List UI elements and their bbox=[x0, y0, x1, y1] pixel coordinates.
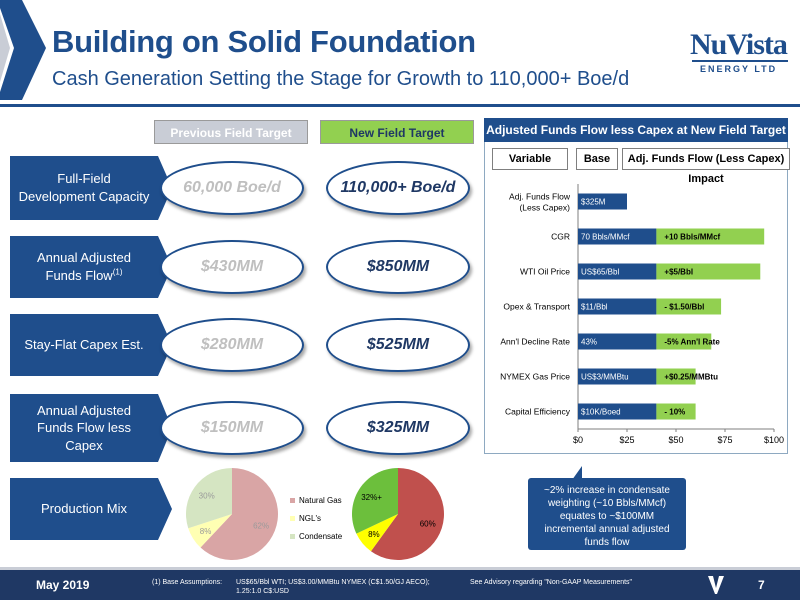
category-label: Ann'l Decline Rate bbox=[500, 337, 570, 347]
previous-value-oval: $430MM bbox=[160, 240, 304, 294]
pie-slice-label: 60% bbox=[420, 520, 436, 529]
bar-label: 43% bbox=[581, 338, 597, 347]
pie-slice bbox=[356, 514, 398, 552]
previous-value-oval: 60,000 Boe/d bbox=[160, 161, 304, 215]
legend-swatch bbox=[290, 516, 295, 521]
legend-item: Natural Gas bbox=[290, 492, 342, 510]
x-tick-label: $75 bbox=[717, 435, 732, 445]
bar bbox=[656, 403, 696, 420]
bar bbox=[578, 333, 657, 350]
page-subtitle: Cash Generation Setting the Stage for Gr… bbox=[52, 68, 630, 90]
row-label-full-field-capacity: Full-Field Development Capacity bbox=[10, 156, 172, 220]
new-value-oval: 110,000+ Boe/d bbox=[326, 161, 470, 215]
sensitivity-title: Adjusted Funds Flow less Capex at New Fi… bbox=[484, 118, 788, 142]
row-label-stay-flat-capex: Stay-Flat Capex Est. bbox=[10, 314, 172, 376]
row-label-annual-funds-flow: Annual Adjusted Funds Flow(1) bbox=[10, 236, 172, 298]
row-label-production-mix: Production Mix bbox=[10, 478, 172, 540]
legend-swatch bbox=[290, 534, 295, 539]
category-label: NYMEX Gas Price bbox=[500, 372, 570, 382]
bar-label: +$0.25/MMBtu bbox=[664, 373, 718, 382]
bar-label: - $1.50/Bbl bbox=[664, 303, 704, 312]
category-label: Capital Efficiency bbox=[505, 407, 571, 417]
corner-chevron-graphic bbox=[0, 0, 46, 100]
nuvista-logo-icon: NuVista ENERGY LTD bbox=[690, 28, 789, 74]
category-label: CGR bbox=[551, 232, 570, 242]
previous-field-target-header: Previous Field Target bbox=[154, 120, 308, 144]
x-tick-label: $0 bbox=[573, 435, 583, 445]
bar-label: US$65/Bbl bbox=[581, 268, 619, 277]
impact-column-header: Adj. Funds Flow (Less Capex) Impact bbox=[622, 148, 790, 185]
previous-value-oval: $280MM bbox=[160, 318, 304, 372]
x-tick-label: $100 bbox=[764, 435, 784, 445]
bar bbox=[578, 228, 657, 245]
sensitivity-bar-chart: Adj. Funds Flow (Less Capex) $325M CGR 70 Bb… bbox=[500, 184, 784, 445]
footer-date: May 2019 bbox=[36, 578, 90, 592]
page-number: 7 bbox=[758, 578, 765, 592]
page-title: Building on Solid Foundation bbox=[52, 24, 476, 59]
bar bbox=[656, 298, 722, 315]
bar-label: +10 Bbls/MMcf bbox=[664, 233, 720, 242]
x-tick-label: $25 bbox=[619, 435, 634, 445]
pie-slice-label: 8% bbox=[200, 527, 212, 536]
pie-slice-label: 32%+ bbox=[361, 493, 382, 502]
footnote-label: (1) Base Assumptions: bbox=[152, 579, 223, 586]
svg-text:NuVista: NuVista bbox=[690, 28, 788, 61]
footer-stripe bbox=[0, 567, 800, 570]
new-field-target-header: New Field Target bbox=[320, 120, 474, 144]
pie-slice-label: 30% bbox=[199, 492, 215, 501]
pie-slice bbox=[352, 468, 398, 534]
pie-slice bbox=[186, 468, 232, 529]
bar bbox=[656, 263, 761, 280]
bar-label: US$3/MMBtu bbox=[581, 373, 629, 382]
legend-swatch bbox=[290, 498, 295, 503]
company-logo: NuVista ENERGY LTD bbox=[688, 22, 792, 78]
category-label: Opex & Transport bbox=[503, 302, 570, 312]
variable-column-header: Variable bbox=[492, 148, 568, 170]
bar bbox=[656, 368, 696, 385]
footnote-text: US$65/Bbl WTI; US$3.00/MMBtu NYMEX (C$1.… bbox=[236, 579, 430, 595]
bar bbox=[656, 333, 712, 350]
callout-pointer bbox=[572, 466, 582, 480]
bar bbox=[578, 403, 657, 420]
new-production-mix-pie: 60% 8% 32%+ bbox=[352, 468, 444, 560]
category-label: Adj. Funds Flow (Less Capex) bbox=[509, 192, 571, 213]
bar bbox=[578, 263, 657, 280]
pie-slice-label: 62% bbox=[253, 522, 269, 531]
sensitivity-panel bbox=[484, 118, 788, 454]
bar bbox=[656, 228, 765, 245]
pie-slice bbox=[188, 514, 232, 548]
bar-label: $10K/Boed bbox=[581, 408, 621, 417]
bar bbox=[578, 193, 627, 210]
legend-item: NGL's bbox=[290, 510, 342, 528]
category-label: WTI Oil Price bbox=[520, 267, 570, 277]
bar bbox=[578, 368, 657, 385]
pie-slice-label: 8% bbox=[368, 530, 380, 539]
footer-bar bbox=[0, 570, 800, 600]
condensate-callout: ~2% increase in condensate weighting (~1… bbox=[528, 478, 686, 550]
new-value-oval: $325MM bbox=[326, 401, 470, 455]
new-value-oval: $850MM bbox=[326, 240, 470, 294]
pie-slice bbox=[370, 468, 444, 560]
bar bbox=[578, 298, 657, 315]
svg-text:ENERGY LTD: ENERGY LTD bbox=[700, 64, 777, 74]
bar-label: $325M bbox=[581, 198, 606, 207]
pie-slice bbox=[200, 468, 278, 560]
legend-item: Condensate bbox=[290, 528, 342, 546]
bar-label: - 10% bbox=[664, 408, 685, 417]
base-column-header: Base bbox=[576, 148, 618, 170]
header-divider bbox=[0, 104, 800, 107]
pie-legend: Natural Gas NGL's Condensate bbox=[290, 492, 342, 546]
footer-advisory: See Advisory regarding "Non-GAAP Measure… bbox=[470, 579, 633, 586]
bar-label: $11/Bbl bbox=[581, 303, 608, 312]
nuvista-v-icon bbox=[708, 576, 724, 594]
x-tick-label: $50 bbox=[668, 435, 683, 445]
row-label-funds-flow-less-capex: Annual Adjusted Funds Flow less Capex bbox=[10, 394, 172, 462]
new-value-oval: $525MM bbox=[326, 318, 470, 372]
previous-value-oval: $150MM bbox=[160, 401, 304, 455]
bar-label: +$5/Bbl bbox=[664, 268, 693, 277]
bar-label: 70 Bbls/MMcf bbox=[581, 233, 630, 242]
bar-label: -5% Ann'l Rate bbox=[664, 338, 720, 347]
previous-production-mix-pie: 62% 8% 30% bbox=[186, 468, 278, 560]
